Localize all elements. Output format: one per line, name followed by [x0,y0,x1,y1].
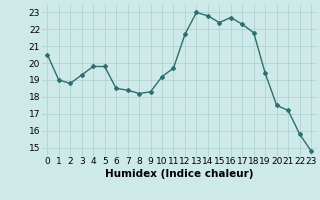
X-axis label: Humidex (Indice chaleur): Humidex (Indice chaleur) [105,169,253,179]
